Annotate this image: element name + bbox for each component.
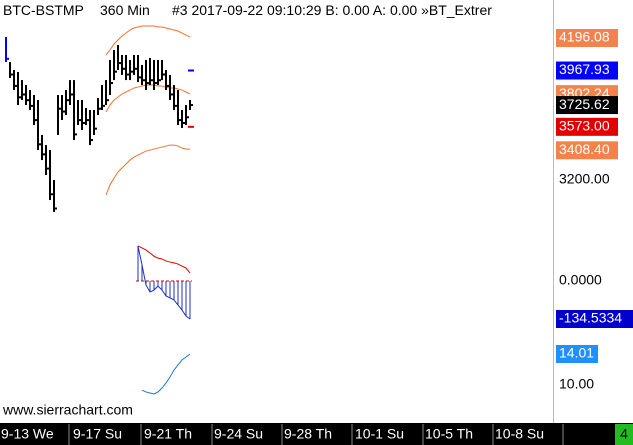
upper-line: [105, 25, 191, 56]
scale-label: 4196.08: [559, 29, 610, 45]
scale-label: -134.5334: [559, 310, 622, 326]
header-info: #3 2017-09-22 09:10:29 B: 0.00 A: 0.00 »…: [172, 2, 492, 18]
scale-label: 10.00: [559, 376, 594, 392]
lower-line: [105, 144, 190, 196]
scale-label-bg: [556, 96, 618, 115]
scale-label: 0.0000: [559, 272, 602, 288]
date-label: 9-13 We: [1, 426, 54, 442]
date-label: 10-8 Su: [495, 426, 544, 442]
scale-label-bg: [556, 310, 633, 328]
histogram-line: [137, 245, 191, 320]
scale-label-bg: [556, 345, 598, 363]
scale-label: 14.01: [559, 345, 594, 361]
line-line: [141, 353, 191, 395]
scale-label-bg: [556, 141, 618, 160]
date-label: 10-5 Th: [425, 426, 473, 442]
scale-label-bg: [556, 117, 618, 136]
date-label: 9-17 Su: [73, 426, 122, 442]
date-label: 10-1 Su: [355, 426, 404, 442]
watermark: www.sierrachart.com: [2, 402, 133, 418]
line-line: [137, 245, 191, 274]
scale-label: 3408.40: [559, 141, 610, 157]
middle-line: [105, 84, 191, 113]
date-label: 9-21 Th: [144, 426, 192, 442]
header: BTC-BSTMP 360 Min #3 2017-09-22 09:10:29 B…: [3, 2, 492, 18]
scale-label: 3967.93: [559, 61, 610, 77]
scale-label: 3200.00: [559, 171, 610, 187]
scale-label-bg: [556, 61, 618, 80]
date-bar: [0, 423, 633, 445]
badge[interactable]: 4: [620, 426, 628, 442]
date-label: 9-24 Su: [214, 426, 263, 442]
scale-label: 3725.62: [559, 96, 610, 112]
symbol: BTC-BSTMP: [3, 2, 84, 18]
scale-label-bg: [556, 29, 618, 47]
badge-bg[interactable]: [615, 424, 633, 445]
scale-label: 3573.00: [559, 118, 610, 134]
interval: 360 Min: [100, 2, 150, 18]
date-label: 9-28 Th: [284, 426, 332, 442]
